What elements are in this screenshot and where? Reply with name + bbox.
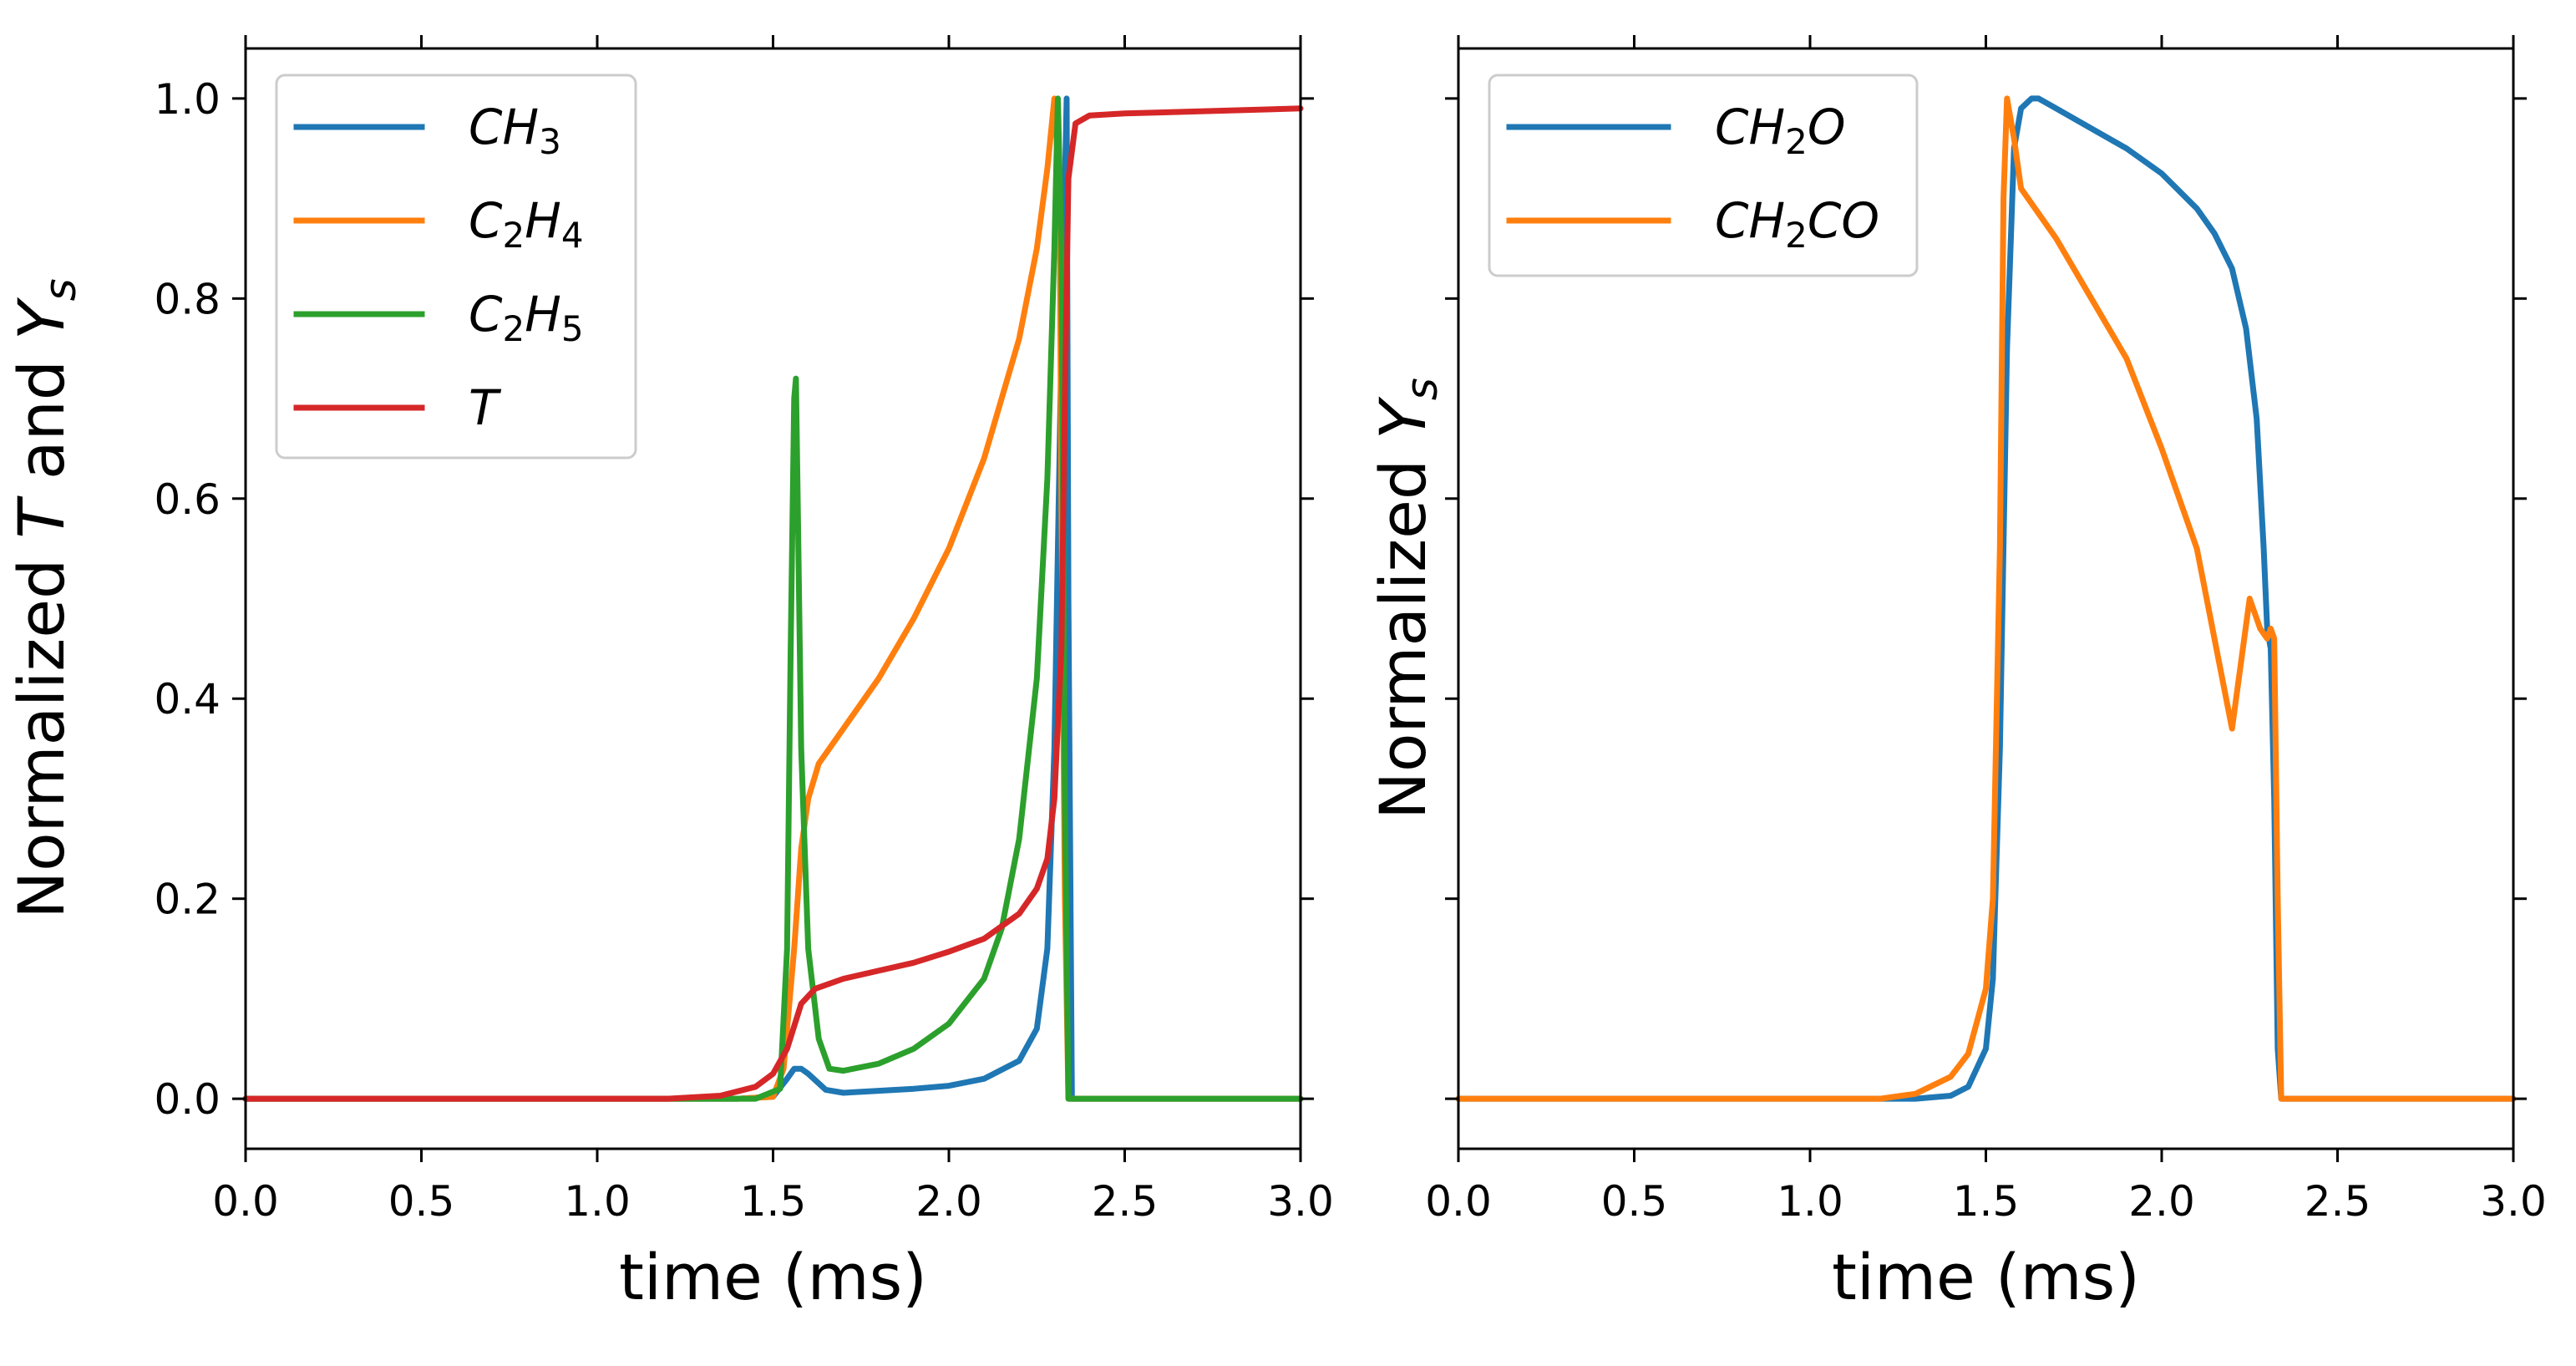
right-x-tick-label: 1.0 [1777, 1177, 1843, 1226]
left-legend: CH3 C2H4 C2H5 T [275, 74, 637, 460]
left-legend-label-t: T [469, 379, 502, 436]
left-x-tick-label: 0.0 [212, 1177, 279, 1226]
left-y-tick-label: 0.4 [154, 675, 221, 724]
left-x-tick-label: 1.0 [564, 1177, 631, 1226]
left-y-tick-label: 1.0 [154, 75, 221, 124]
left-legend-label-ch3: CH3 [469, 99, 561, 162]
left-legend-box [275, 74, 637, 460]
left-y-tick-label: 0.0 [154, 1075, 221, 1124]
right-legend-label-ch2co: CH2CO [1715, 192, 1879, 256]
right-chart-panel: 0.0 0.5 1.0 1.5 2.0 2.5 3.0 time (ms) Normaliz… [1366, 35, 2547, 1314]
right-series-layer [1455, 95, 2517, 1102]
left-series-line-t [242, 105, 1304, 1102]
right-x-tick-label: 1.5 [1953, 1177, 2020, 1226]
right-x-tick-label: 0.5 [1601, 1177, 1668, 1226]
right-x-tick-label: 0.0 [1425, 1177, 1492, 1226]
left-x-tick-label: 2.5 [1092, 1177, 1159, 1226]
right-x-axis-label: time (ms) [1832, 1240, 2140, 1314]
right-x-tick-label: 3.0 [2480, 1177, 2547, 1226]
left-x-tick-label: 3.0 [1267, 1177, 1334, 1226]
left-x-tick-label: 2.0 [915, 1177, 982, 1226]
right-legend: CH2O CH2CO [1488, 74, 1919, 277]
right-x-tick-label: 2.5 [2305, 1177, 2371, 1226]
right-series-line-ch2co [1455, 95, 2517, 1102]
right-legend-label-ch2o: CH2O [1715, 99, 1846, 162]
left-legend-label-c2h5: C2H5 [469, 286, 584, 349]
left-chart-panel: 0.0 0.5 1.0 1.5 2.0 2.5 3.00.00.20.40.60.81.0 … [4, 35, 1334, 1314]
right-ticks-layer: 0.0 0.5 1.0 1.5 2.0 2.5 3.0 [1425, 35, 2547, 1226]
left-legend-label-c2h4: C2H4 [469, 192, 584, 256]
left-series-layer [242, 95, 1304, 1102]
left-ticks-layer: 0.0 0.5 1.0 1.5 2.0 2.5 3.0 0.0 0.2 0.4 0.6 0.8 1.0 [154, 35, 1334, 1226]
left-y-tick-label: 0.6 [154, 475, 221, 524]
right-x-tick-label: 2.0 [2128, 1177, 2195, 1226]
left-y-tick-label: 0.2 [154, 876, 221, 924]
left-x-tick-label: 1.5 [740, 1177, 807, 1226]
left-series-line-ch3 [242, 95, 1304, 1102]
left-y-tick-label: 0.8 [154, 275, 221, 323]
left-x-axis-label: time (ms) [619, 1240, 927, 1314]
right-y-axis-label: Normalized Ys [1366, 378, 1448, 820]
left-series-line-c2h5 [242, 95, 1304, 1102]
left-y-axis-label: Normalized T and Ys [4, 278, 86, 918]
left-x-tick-label: 0.5 [388, 1177, 455, 1226]
